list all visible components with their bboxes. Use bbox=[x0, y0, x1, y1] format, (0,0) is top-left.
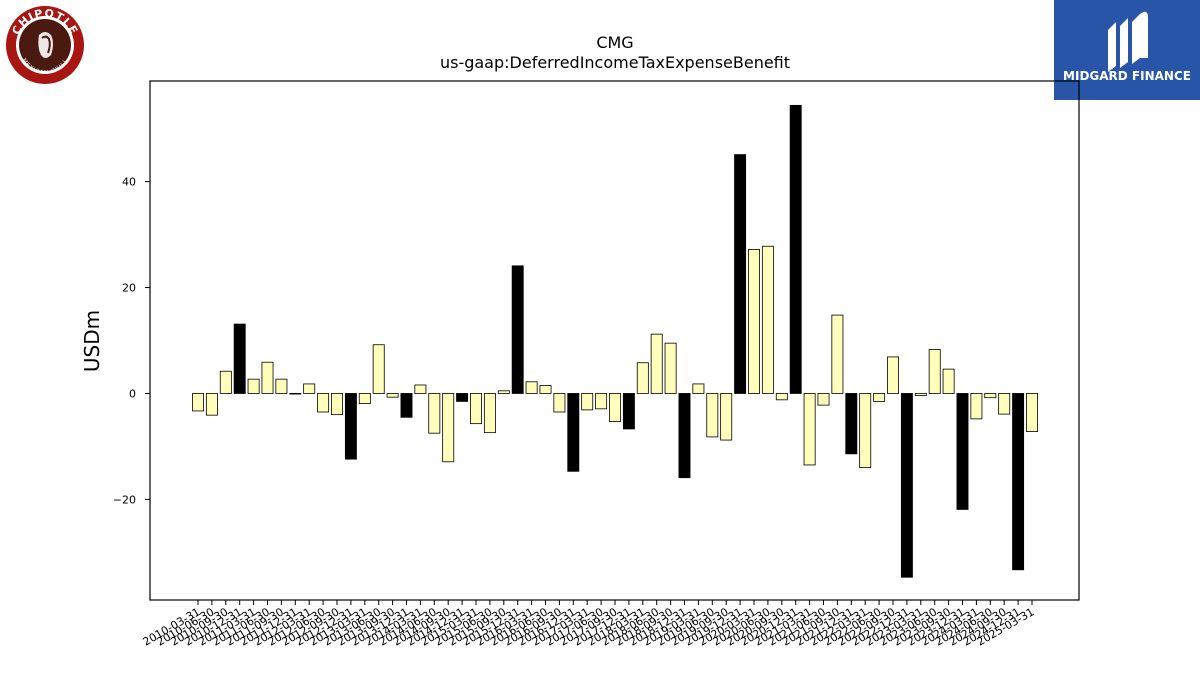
bar bbox=[873, 393, 886, 402]
y-tick-label: 0 bbox=[129, 387, 136, 400]
bar bbox=[748, 249, 760, 394]
bar bbox=[219, 370, 232, 394]
bar bbox=[706, 393, 719, 438]
bar bbox=[331, 393, 343, 416]
x-axis: 2010-03-312010-06-302010-09-302010-12-31… bbox=[141, 600, 1037, 649]
bar bbox=[636, 362, 649, 394]
bar bbox=[845, 393, 858, 455]
bar bbox=[914, 393, 927, 396]
bar bbox=[942, 368, 955, 394]
logo-label: MIDGARD FINANCE bbox=[1063, 69, 1191, 83]
bar bbox=[581, 393, 594, 411]
bar bbox=[956, 393, 969, 510]
bar bbox=[275, 378, 288, 394]
bar bbox=[1012, 393, 1025, 571]
bar bbox=[456, 393, 469, 402]
bar bbox=[317, 393, 330, 413]
bar bbox=[344, 393, 357, 460]
bar bbox=[539, 385, 552, 394]
bar bbox=[205, 393, 218, 416]
bar bbox=[442, 393, 455, 463]
bar bbox=[831, 314, 844, 394]
bar bbox=[928, 349, 941, 394]
bar bbox=[761, 245, 774, 394]
midgard-finance-logo: MIDGARD FINANCE bbox=[1054, 0, 1200, 100]
bar bbox=[720, 393, 733, 441]
bar bbox=[789, 104, 802, 394]
bar bbox=[984, 393, 997, 399]
bar bbox=[470, 393, 482, 425]
bar bbox=[247, 378, 260, 394]
y-tick-label: 40 bbox=[122, 176, 136, 189]
bar bbox=[622, 393, 635, 430]
y-axis: −20 0 20 40 bbox=[113, 176, 150, 506]
bar bbox=[261, 361, 274, 394]
chipotle-logo: CHIPOTLE MEXICAN GRILL bbox=[6, 6, 84, 84]
y-tick-label: 20 bbox=[122, 282, 136, 295]
bar bbox=[859, 393, 872, 468]
bar bbox=[900, 393, 913, 578]
chart-subtitle: us-gaap:DeferredIncomeTaxExpenseBenefit bbox=[440, 53, 790, 72]
bar bbox=[775, 393, 788, 401]
bar bbox=[428, 393, 441, 434]
bar bbox=[567, 393, 580, 472]
y-tick-label: −20 bbox=[113, 493, 136, 506]
bar bbox=[233, 323, 246, 394]
bar bbox=[553, 393, 566, 413]
bar bbox=[734, 154, 747, 394]
bar bbox=[414, 384, 427, 394]
bar bbox=[1026, 393, 1038, 432]
bar bbox=[386, 393, 399, 398]
bar bbox=[692, 383, 705, 394]
chart-title: CMG bbox=[596, 33, 633, 52]
bar bbox=[887, 356, 899, 394]
bar bbox=[525, 381, 538, 394]
bar bbox=[970, 393, 983, 420]
y-axis-label: USDm bbox=[80, 310, 104, 372]
bar bbox=[650, 333, 663, 394]
bar bbox=[803, 393, 816, 466]
bar bbox=[609, 393, 621, 422]
bar bbox=[511, 265, 524, 394]
bar bbox=[358, 393, 371, 404]
bar bbox=[497, 390, 510, 394]
bar bbox=[372, 344, 385, 394]
bar bbox=[817, 393, 830, 406]
bar bbox=[595, 393, 608, 410]
bar bbox=[483, 393, 496, 434]
bar bbox=[192, 393, 204, 412]
plot-frame bbox=[149, 80, 1080, 601]
bar bbox=[664, 342, 677, 394]
bar bbox=[303, 383, 316, 394]
bar bbox=[678, 393, 691, 479]
bar bbox=[400, 393, 413, 418]
bar bbox=[998, 393, 1011, 415]
bar bbox=[289, 393, 302, 395]
bar-series bbox=[192, 104, 1038, 578]
